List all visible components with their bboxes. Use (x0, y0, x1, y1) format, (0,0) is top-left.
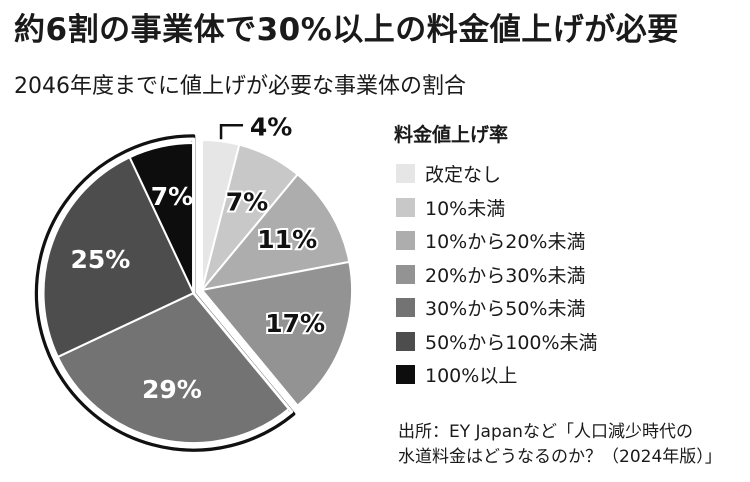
leader-line-1 (219, 123, 244, 140)
legend-item-7: 100%以上 (390, 358, 740, 392)
slice-label-3: 11% (257, 225, 317, 254)
slice-label-5: 29% (142, 375, 202, 404)
legend-item-2: 10%未満 (390, 191, 740, 225)
legend-title: 料金値上げ率 (394, 124, 509, 146)
legend-swatch-2 (396, 197, 415, 217)
legend-item-1: 改定なし (390, 157, 740, 191)
legend-swatch-3 (396, 231, 415, 251)
legend-label-2: 10%未満 (425, 197, 506, 220)
chart-title: 約6割の事業体で30%以上の料金値上げが必要 (14, 12, 679, 48)
legend-swatch-6 (396, 331, 415, 351)
legend-item-3: 10%から20%未満 (390, 224, 740, 258)
source-line-2: 水道料金はどうなるのか？（2024年版）」 (398, 447, 722, 467)
slice-label-7: 7% (151, 182, 193, 211)
highlight-outline-white (38, 137, 294, 449)
legend-label-4: 20%から30%未満 (425, 264, 586, 287)
legend-label-6: 50%から100%未満 (425, 331, 598, 354)
pie-slice-3 (199, 173, 351, 292)
pie-slice-6 (42, 155, 195, 359)
legend-item-4: 20%から30%未満 (390, 258, 740, 292)
legend-item-5: 30%から50%未満 (390, 291, 740, 325)
legend-swatch-7 (396, 365, 415, 385)
chart-subtitle: 2046年度までに値上げが必要な事業体の割合 (14, 74, 466, 99)
legend: 料金値上げ率 改定なし 10%未満 10%から20%未満 20%から30%未満 30%か… (390, 120, 740, 392)
legend-label-3: 10%から20%未満 (425, 231, 586, 254)
pie-slice-4 (200, 260, 353, 407)
legend-swatch-1 (396, 164, 415, 184)
source-note: 出所：EY Japanなど「人口減少時代の 水道料金はどうなるのか？（2024年… (398, 420, 743, 470)
slice-label-4: 17% (265, 309, 325, 338)
legend-item-6: 50%から100%未満 (390, 325, 740, 359)
slice-label-6: 25% (70, 245, 130, 274)
source-line-1: 出所：EY Japanなど「人口減少時代の (398, 422, 693, 442)
legend-swatch-5 (396, 298, 415, 318)
legend-label-1: 改定なし (425, 164, 502, 187)
highlight-outline (34, 134, 296, 452)
legend-label-5: 30%から50%未満 (425, 298, 586, 321)
legend-swatch-4 (396, 264, 415, 284)
slice-label-1: 4% (250, 113, 292, 142)
legend-label-7: 100%以上 (425, 365, 518, 388)
slice-label-2: 7% (226, 187, 268, 216)
